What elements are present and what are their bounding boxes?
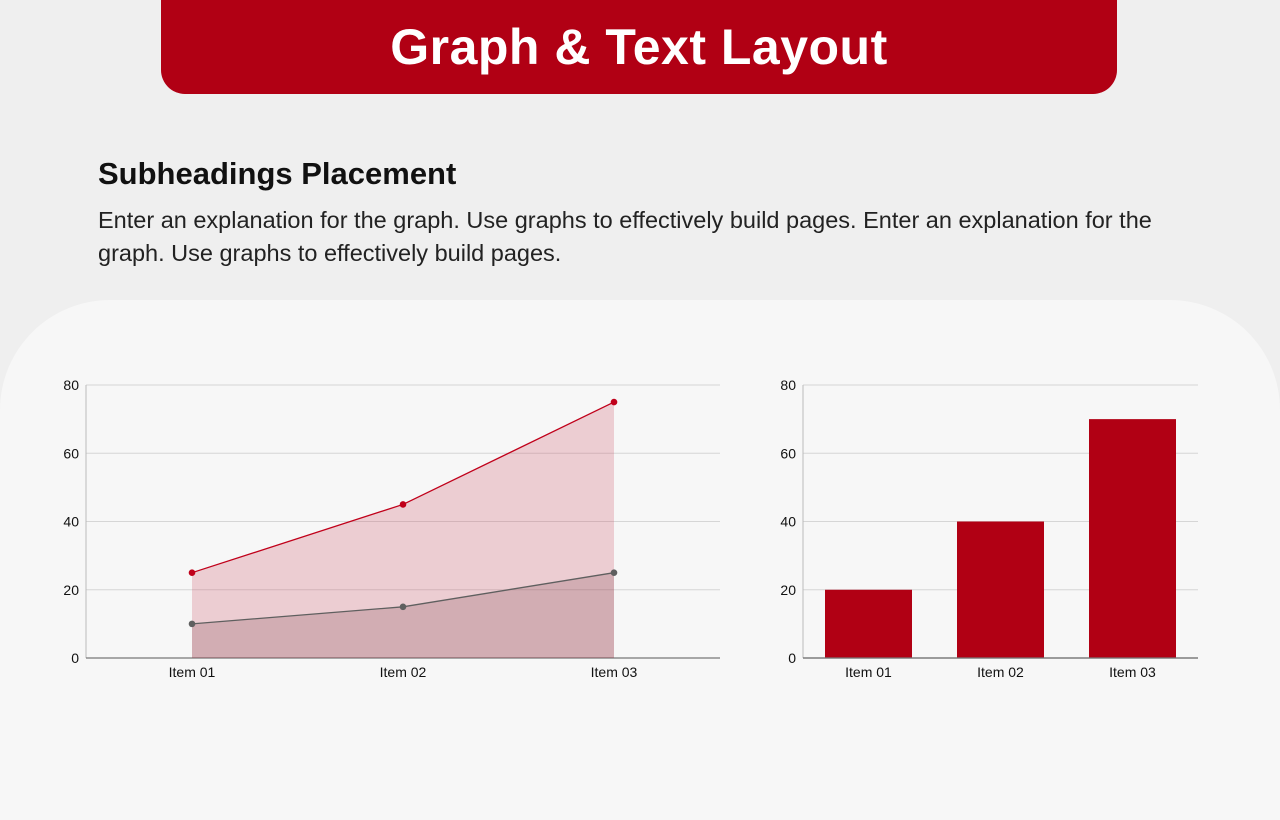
y-tick-label: 0: [788, 650, 796, 666]
bar: [825, 589, 912, 658]
area-fill: [192, 572, 614, 658]
bar: [957, 521, 1044, 658]
y-tick-label: 40: [780, 514, 796, 530]
description: Enter an explanation for the graph. Use …: [98, 207, 1152, 266]
y-tick-label: 60: [63, 445, 79, 461]
data-point: [610, 569, 618, 576]
title-banner: Graph & Text Layout: [161, 0, 1117, 94]
data-point: [610, 398, 618, 406]
subheading: Subheadings Placement: [98, 156, 457, 191]
x-tick-label: Item 02: [977, 664, 1024, 680]
x-tick-label: Item 02: [380, 664, 427, 680]
charts: 0 20 40 60 80 Item 01 Item 02 Item 03 0 20 40 60 80 I…: [63, 377, 1198, 680]
data-point: [188, 620, 196, 628]
y-tick-label: 80: [63, 377, 79, 393]
y-tick-label: 80: [780, 377, 796, 393]
bar: [1089, 419, 1176, 658]
y-tick-label: 60: [780, 445, 796, 461]
data-point: [188, 569, 196, 576]
y-tick-label: 20: [63, 582, 79, 598]
data-point: [399, 603, 407, 611]
y-tick-label: 0: [71, 650, 79, 666]
page-title: Graph & Text Layout: [390, 19, 888, 75]
y-tick-label: 40: [63, 514, 79, 530]
data-point: [399, 501, 407, 508]
area-fill: [192, 402, 614, 658]
y-tick-label: 20: [780, 582, 796, 598]
x-tick-label: Item 01: [845, 664, 892, 680]
x-tick-label: Item 03: [591, 664, 638, 680]
x-tick-label: Item 01: [169, 664, 216, 680]
x-tick-label: Item 03: [1109, 664, 1156, 680]
